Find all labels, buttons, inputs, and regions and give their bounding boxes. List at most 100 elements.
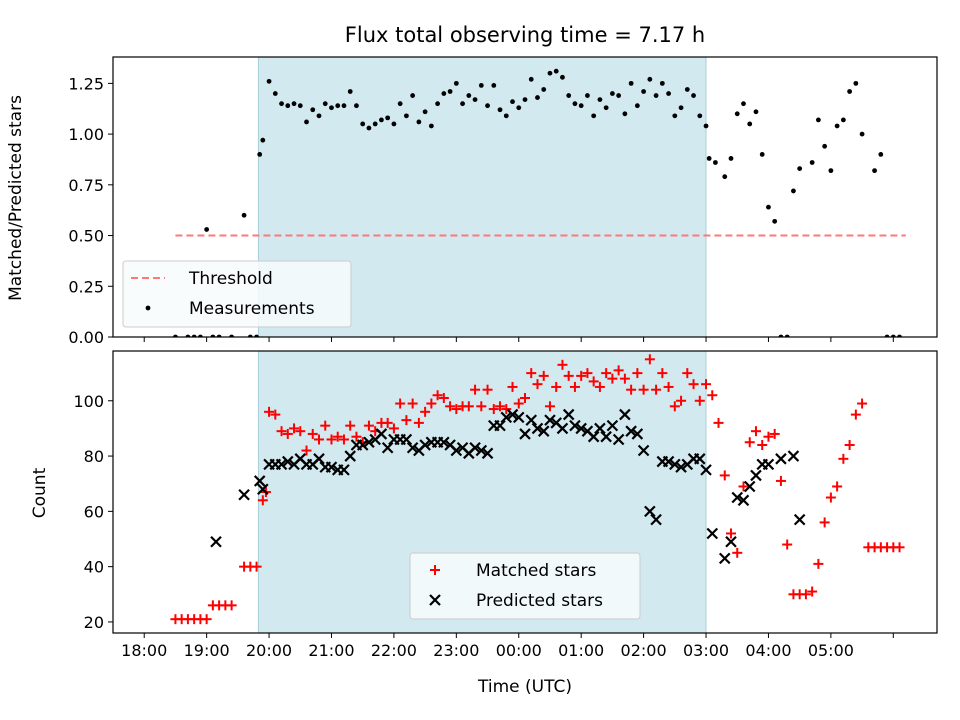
predicted-star-marker [537,425,550,437]
legend-box [122,260,352,328]
matched-star-marker [395,398,406,409]
measurement-point [684,87,690,92]
measurement-point [847,89,853,94]
measurement-point [678,105,684,111]
predicted-star-marker [506,408,519,421]
matched-star-marker [551,381,562,392]
matched-star-marker [607,373,618,384]
matched-star-marker [563,370,574,381]
measurement-point [853,80,859,86]
predicted-star-marker [787,450,800,462]
measurement-point [828,168,834,174]
measurement-point [753,109,759,115]
matched-star-marker [769,428,780,439]
matched-star-marker [707,390,718,401]
matched-star-marker [626,384,637,395]
predicted-star-marker [282,455,294,468]
matched-star-marker [844,440,855,450]
predicted-star-marker [600,430,612,443]
predicted-star-marker [625,425,637,437]
predicted-star-marker [406,441,419,454]
matched-star-marker [513,398,524,409]
predicted-star-marker [700,464,712,476]
measurement-point [460,101,465,107]
predicted-star-marker [619,408,631,421]
measurement-point [260,137,266,143]
matched-star-marker [657,368,668,379]
matched-star-marker [201,614,212,625]
y-tick-label: 0.75 [68,176,104,195]
measurement-point [591,113,597,119]
measurement-point [497,107,503,113]
predicted-star-marker [238,488,250,501]
matched-star-marker [663,381,674,392]
matched-star-marker [338,434,349,445]
predicted-star-marker [381,441,394,454]
measurement-point [834,123,840,129]
axes-frame [112,56,938,338]
matched-star-marker [382,417,393,428]
predicted-star-marker [544,414,556,426]
measurement-point [316,113,322,119]
measurement-point [840,117,846,123]
measurement-point [466,93,472,98]
measurement-point [797,166,803,171]
matched-star-marker [463,401,474,412]
matched-star-marker [763,431,774,442]
measurement-point [285,103,291,109]
matched-star-marker [757,440,768,450]
predicted-star-marker [313,453,325,465]
x-tick-label: 19:00 [184,641,230,660]
predicted-star-marker [450,444,463,457]
matched-star-marker [482,384,493,395]
matched-star-marker [363,420,374,431]
matched-star-marker [226,600,237,611]
measurement-point [541,87,547,92]
measurement-point [859,131,865,137]
measurement-point [706,156,712,161]
predicted-star-marker [519,428,531,440]
measurement-point [422,109,428,115]
matched-star-marker [569,381,580,392]
measurement-point [641,89,647,94]
measurement-point [728,156,734,161]
predicted-star-marker [575,422,587,435]
predicted-star-marker [731,491,744,504]
y-tick-label: 0.25 [68,277,104,296]
matched-star-marker [588,376,599,387]
measurement-point [822,143,828,149]
measurement-point [622,111,628,117]
measurement-point [747,121,753,127]
y-tick-label: 1.00 [68,125,104,144]
matched-star-marker [520,393,530,403]
measurement-point [516,105,522,111]
measurement-point [416,119,422,125]
measurement-point [379,117,384,123]
predicted-star-marker [612,433,625,446]
predicted-star-marker [762,458,775,471]
predicted-star-marker [363,436,375,449]
predicted-star-marker [594,422,606,435]
matched-star-marker [270,409,281,420]
matched-star-marker [619,373,630,384]
matched-star-marker [719,470,730,481]
x-axis-label: Time (UTC) [477,677,572,697]
measurement-point [204,227,210,232]
measurement-point [560,74,565,80]
predicted-star-marker [494,419,506,432]
predicted-star-marker [500,411,513,424]
measurement-point [428,123,434,129]
measurement-point [659,80,665,86]
predicted-star-marker [469,441,481,454]
matched-star-marker [676,395,687,406]
predicted-star-marker [675,461,687,473]
matched-star-marker [857,398,868,409]
measurement-point [447,89,453,94]
x-tick-label: 00:00 [496,641,542,660]
matched-star-marker [638,384,649,395]
measurement-point [341,103,347,109]
measurement-point [528,76,534,82]
top-y-axis-label: Matched/Predicted stars [6,95,26,301]
predicted-star-marker [257,483,269,496]
measurement-point [372,121,378,127]
